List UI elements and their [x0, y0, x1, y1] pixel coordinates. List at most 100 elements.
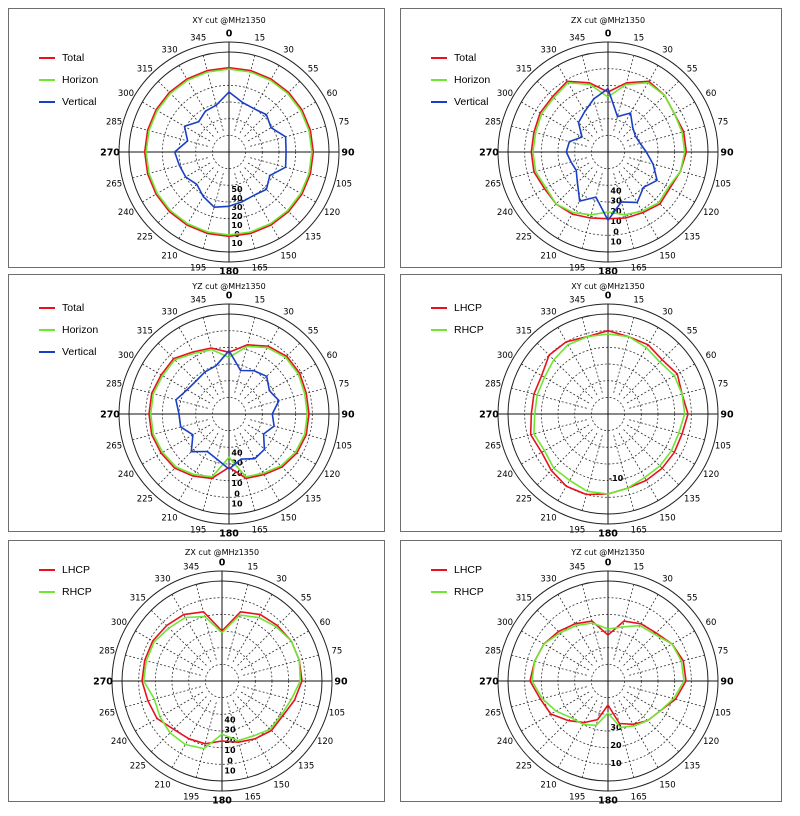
angle-tick-label: 60 [320, 618, 331, 628]
grid-spoke [244, 167, 300, 223]
radial-tick-label: 40 [231, 448, 243, 457]
grid-spoke [623, 429, 679, 485]
grid-spoke [581, 55, 603, 131]
polar-chart-xy-cut: XY cut @MHz1350 0 15 30 55 60 75 90 105 120 135 150… [100, 16, 355, 278]
grid-spoke [613, 317, 635, 393]
legend-item-horizon: Horizon [431, 69, 490, 91]
grid-spoke [557, 170, 598, 239]
angle-tick-label: 150 [659, 781, 675, 791]
legend-item-rhcp: RHCP [431, 581, 484, 603]
angle-tick-label: 30 [662, 307, 673, 317]
angle-tick-label: 285 [485, 647, 501, 657]
grid-spoke [557, 699, 598, 768]
angle-tick-label: 55 [308, 326, 319, 336]
grid-spoke [239, 170, 280, 239]
grid-spoke [132, 157, 208, 179]
radial-tick-label: 40 [231, 194, 243, 203]
legend-swatch-total [431, 57, 447, 59]
grid-spoke [511, 686, 587, 708]
angle-tick-label: 225 [137, 233, 153, 243]
legend-item-rhcp: RHCP [431, 319, 484, 341]
angle-tick-label: 120 [703, 470, 719, 480]
legend-swatch-rhcp [39, 591, 55, 593]
legend: LHCP RHCP [431, 297, 484, 341]
radial-tick-label: 0 [613, 227, 619, 236]
chart-title: XY cut @MHz1350 [571, 282, 645, 291]
legend-label-vertical: Vertical [454, 96, 489, 108]
angle-tick-label: 55 [687, 593, 698, 603]
angle-tick-label: 300 [111, 618, 127, 628]
angle-tick-label: 315 [137, 64, 153, 74]
legend-swatch-total [39, 57, 55, 59]
grid-spoke [626, 424, 695, 465]
legend-label-total: Total [454, 52, 477, 64]
angle-tick-label: 75 [339, 118, 350, 128]
angle-tick-label: 15 [247, 563, 258, 573]
grid-spoke [142, 424, 211, 465]
grid-spoke [629, 125, 705, 147]
grid-spoke [132, 125, 208, 147]
grid-spoke [623, 167, 679, 223]
legend-swatch-horizon [39, 79, 55, 81]
grid-spoke [135, 630, 204, 671]
legend-swatch-lhcp [39, 569, 55, 571]
grid-spoke [244, 429, 300, 485]
grid-spoke [243, 686, 319, 708]
angle-tick-label: 135 [298, 762, 314, 772]
grid-spoke [623, 696, 679, 752]
angle-tick-label: 270 [479, 148, 499, 159]
grid-spoke [151, 610, 207, 666]
angle-tick-label: 270 [100, 410, 120, 421]
legend: Total Horizon Vertical [39, 47, 98, 113]
angle-tick-label: 210 [540, 514, 556, 524]
grid-spoke [521, 363, 590, 404]
legend-swatch-vertical [39, 101, 55, 103]
grid-spoke [557, 65, 598, 134]
angle-tick-label: 150 [280, 514, 296, 524]
angle-tick-label: 240 [497, 470, 513, 480]
grid-spoke [171, 699, 212, 768]
grid-spoke [623, 343, 679, 399]
angle-tick-label: 315 [516, 593, 532, 603]
angle-tick-label: 55 [308, 64, 319, 74]
angle-tick-label: 75 [718, 380, 729, 390]
legend: Total Horizon Vertical [431, 47, 490, 113]
angle-tick-label: 180 [219, 267, 239, 278]
angle-tick-label: 0 [219, 558, 226, 569]
angle-tick-label: 60 [327, 89, 338, 99]
legend-label-lhcp: LHCP [454, 302, 483, 314]
angle-tick-label: 300 [118, 89, 134, 99]
angle-tick-label: 180 [219, 529, 239, 540]
legend-item-lhcp: LHCP [39, 559, 92, 581]
grid-spoke [581, 702, 603, 778]
angle-tick-label: 285 [485, 118, 501, 128]
grid-spoke [202, 55, 224, 131]
radial-tick-label: 50 [231, 185, 243, 194]
legend-item-horizon: Horizon [39, 319, 98, 341]
chart-panel-yz-cut: YZ cut @MHz1350 0 15 30 55 60 75 90 105 120 135 150… [8, 274, 385, 540]
series-line-vertical [173, 91, 287, 208]
angle-tick-label: 30 [283, 307, 294, 317]
angle-tick-label: 240 [497, 737, 513, 747]
series-line-total [148, 344, 310, 480]
angle-tick-label: 165 [252, 525, 268, 535]
grid-spoke [240, 691, 309, 732]
angle-tick-label: 60 [706, 351, 717, 361]
angle-tick-label: 265 [106, 179, 122, 189]
legend-swatch-vertical [431, 101, 447, 103]
grid-spoke [537, 696, 593, 752]
series-line-rhcp [531, 622, 685, 729]
angle-tick-label: 105 [715, 441, 731, 451]
angle-tick-label: 165 [631, 792, 647, 802]
angle-tick-label: 225 [516, 495, 532, 505]
angle-tick-label: 225 [130, 762, 146, 772]
legend-swatch-total [39, 307, 55, 309]
grid-spoke [613, 702, 635, 778]
chart-title: XY cut @MHz1350 [192, 16, 266, 25]
grid-spoke [247, 101, 316, 142]
angle-tick-label: 75 [332, 647, 343, 657]
grid-spoke [239, 65, 280, 134]
legend-item-vertical: Vertical [39, 91, 98, 113]
grid-spoke [581, 317, 603, 393]
